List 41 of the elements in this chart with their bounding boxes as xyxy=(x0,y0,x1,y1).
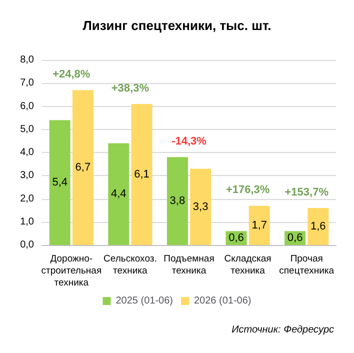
bar xyxy=(248,206,270,245)
legend-label: 2026 (01-06) xyxy=(194,296,252,306)
y-tick-label: 6,0 xyxy=(20,100,34,112)
data-label: 4,4 xyxy=(111,188,126,200)
legend-label: 2025 (01-06) xyxy=(116,296,174,306)
bar xyxy=(166,157,188,245)
x-tick-label: Прочая спецтехника xyxy=(279,254,335,276)
bar xyxy=(49,120,70,245)
annotation: +153,7% xyxy=(284,186,329,198)
data-label: 1,7 xyxy=(252,219,267,232)
text: Источник: Федресурс xyxy=(232,324,334,336)
bar xyxy=(308,208,329,245)
y-tick-label: 5,0 xyxy=(20,124,34,135)
annotation: -14,3% xyxy=(172,136,207,148)
data-label: 3,8 xyxy=(170,195,186,208)
bar xyxy=(131,104,152,245)
bar xyxy=(190,168,212,245)
data-label: 0,6 xyxy=(287,232,303,244)
annotation: +38,3% xyxy=(111,82,150,94)
data-label: 1,6 xyxy=(310,220,326,232)
y-tick-label: 3,0 xyxy=(20,170,34,182)
bar xyxy=(108,143,130,245)
data-label: 6,1 xyxy=(134,168,150,180)
x-tick-label: Сельскохоз. техника xyxy=(104,254,157,276)
y-tick-label: 1,0 xyxy=(20,216,34,228)
y-tick-label: 7,0 xyxy=(20,78,34,89)
data-label: 5,4 xyxy=(52,176,68,189)
chart-title: Лизинг спецтехники, тыс. шт. xyxy=(82,18,272,33)
data-label: 0,6 xyxy=(228,232,244,244)
x-tick-label: Складская техника xyxy=(224,254,272,276)
x-tick-label: Подъемная техника xyxy=(164,254,214,276)
x-tick-label: Дорожно- строительная техника xyxy=(41,254,102,288)
y-tick-label: 8,0 xyxy=(20,54,34,66)
y-tick-label: 2,0 xyxy=(20,193,34,204)
annotation: +24,8% xyxy=(52,68,90,81)
data-label: 6,7 xyxy=(75,162,91,174)
y-tick-label: 4,0 xyxy=(20,147,34,158)
data-label: 3,3 xyxy=(192,200,208,213)
bar xyxy=(72,90,94,245)
y-tick-label: 0,0 xyxy=(20,240,34,250)
annotation: +176,3% xyxy=(226,184,270,196)
